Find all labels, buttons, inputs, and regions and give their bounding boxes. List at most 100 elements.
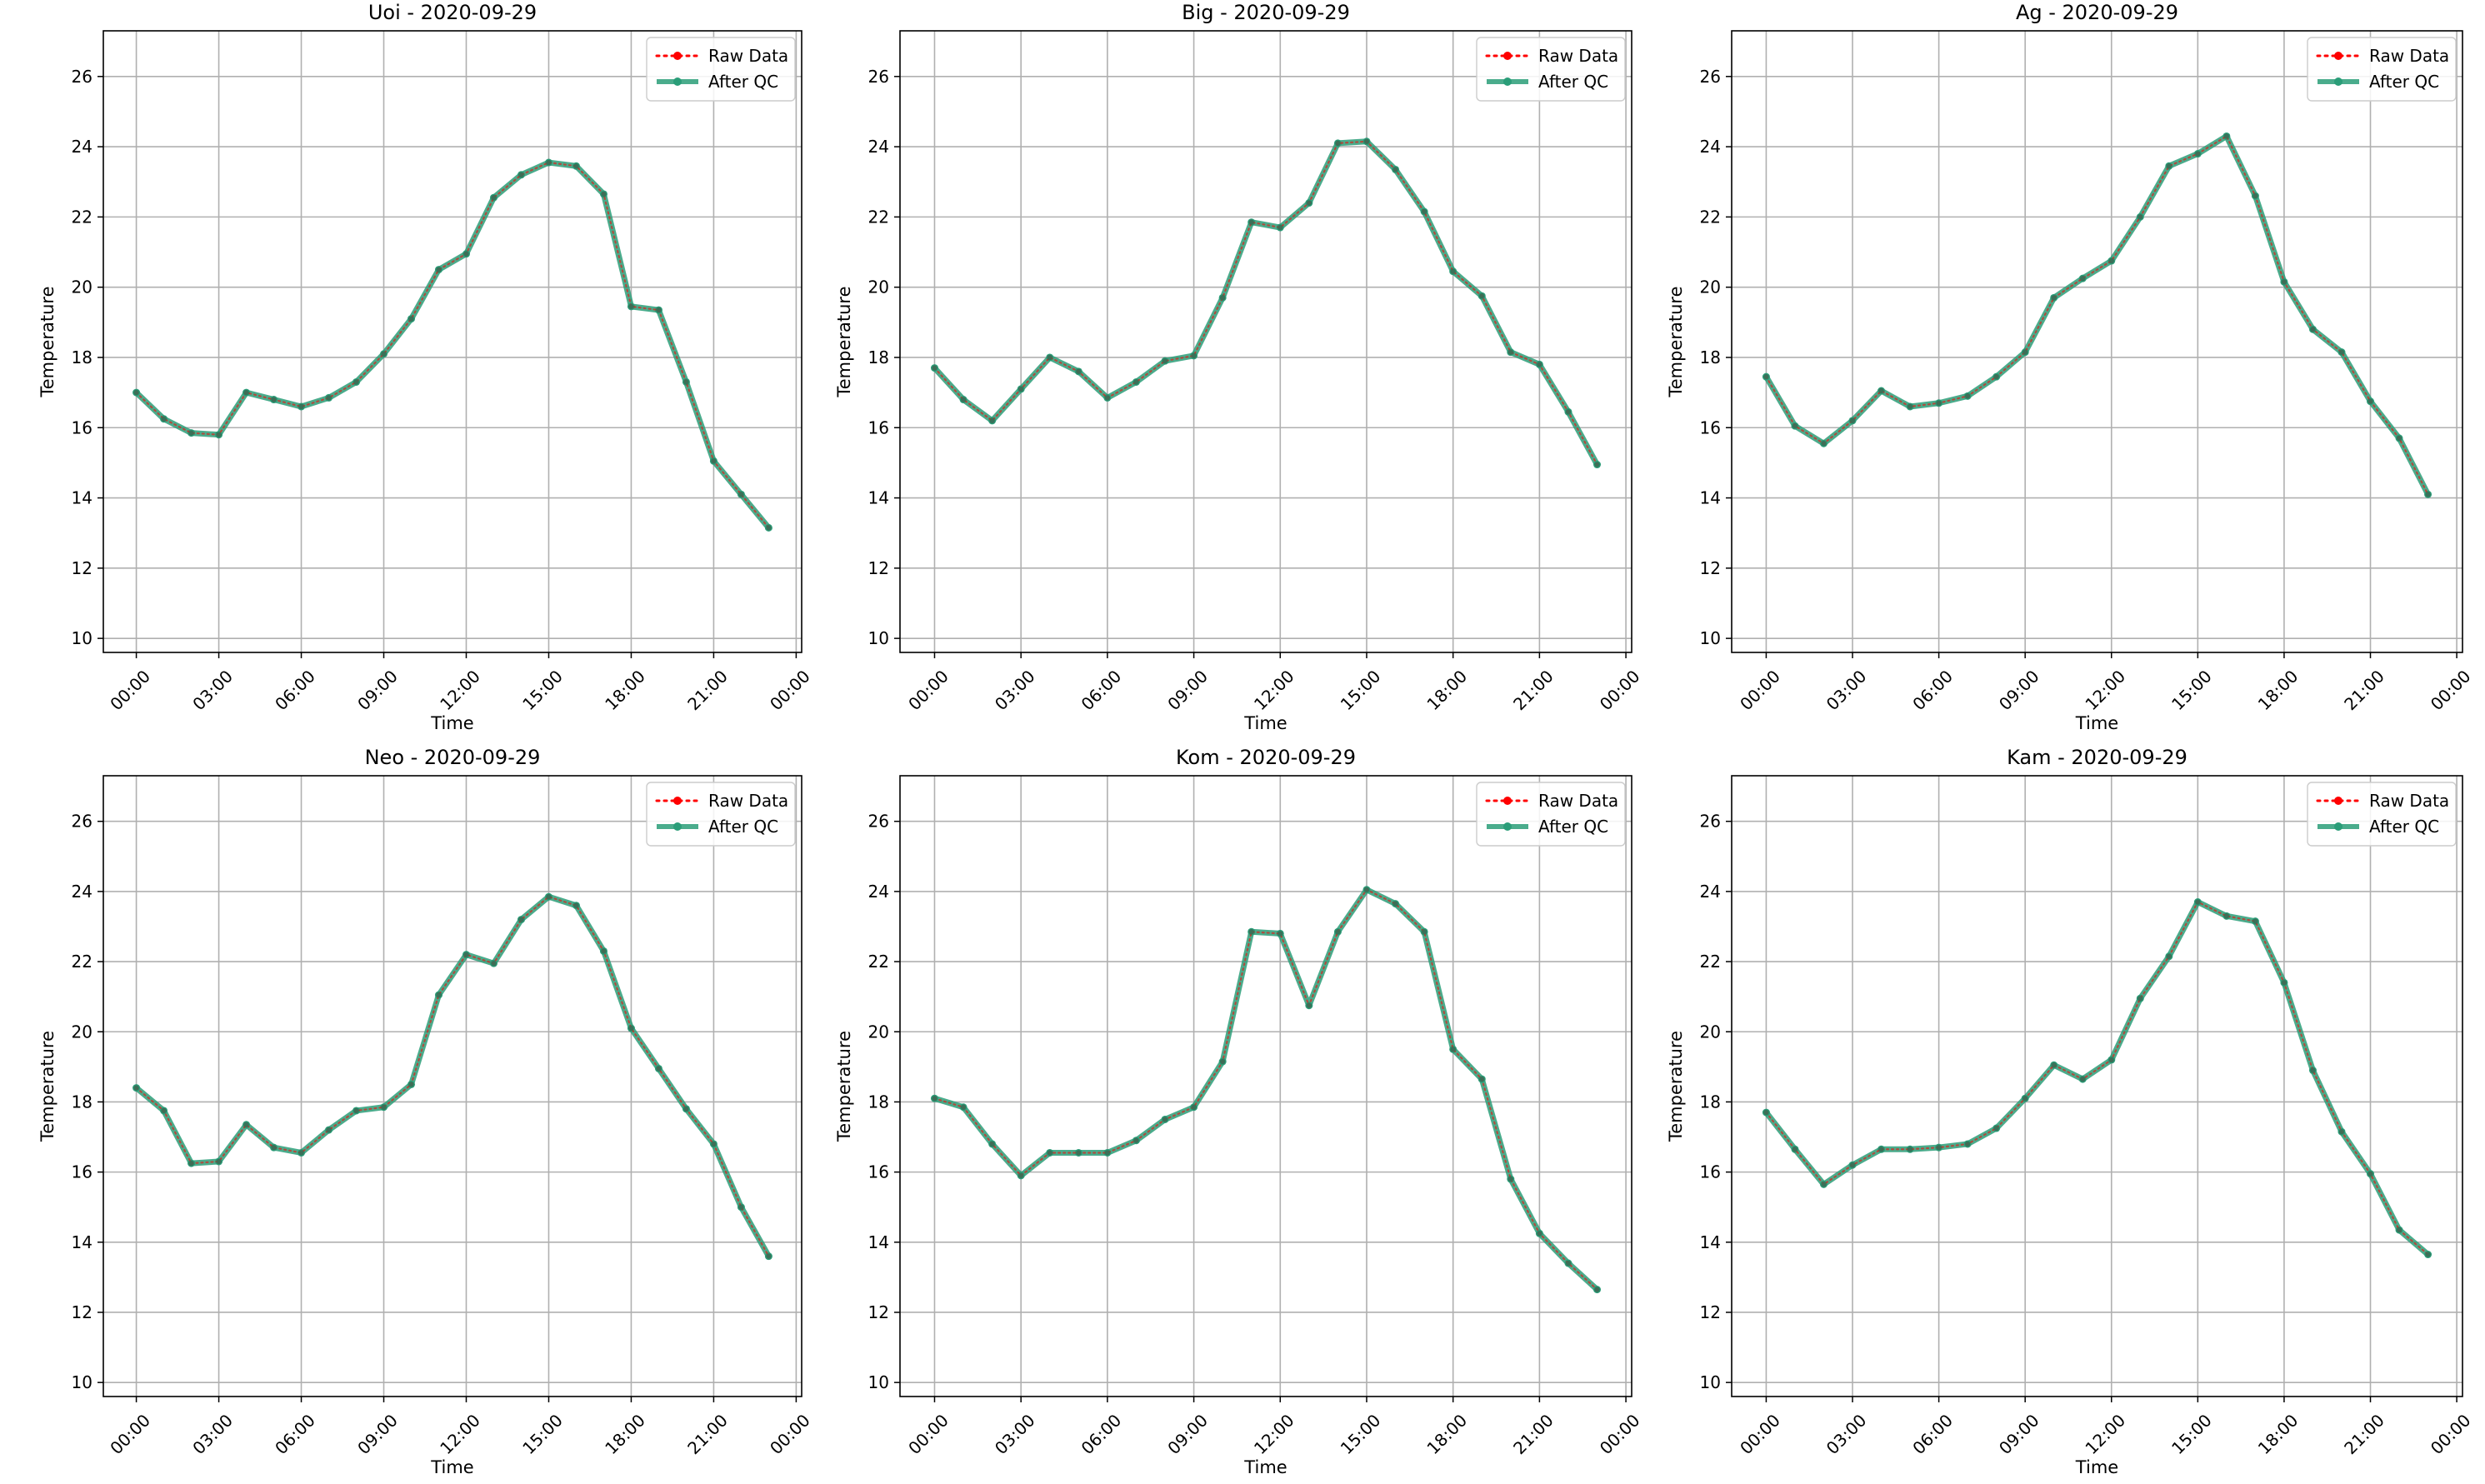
chart-panel: 10 12 14 16 18 20 22 24 26 00:00 03:00 06:00 09:00 12… [1666,746,2475,1477]
point-raw-data [546,159,552,166]
series-line-raw-data [933,888,1598,1291]
legend-label-after-qc: After QC [2369,72,2439,92]
point-raw-data [381,1104,387,1110]
legend-label-raw-data: Raw Data [1538,46,1618,66]
legend-label-after-qc: After QC [1538,72,1608,92]
point-raw-data [1821,1182,1827,1187]
y-tick-label: 26 [72,67,92,87]
x-tick-label: 00:00 [1596,1410,1644,1458]
axes-frame [899,775,1632,1397]
legend-label-raw-data: Raw Data [708,46,788,66]
x-tick-label: 12:00 [1250,1410,1298,1458]
point-raw-data [1878,1147,1884,1152]
x-tick-label: 18:00 [601,666,649,714]
x-tick-label: 06:00 [271,1410,319,1458]
point-raw-data [2223,913,2230,919]
point-raw-data [2338,349,2345,355]
point-raw-data [326,1127,332,1133]
point-raw-data [601,191,607,197]
x-tick-label: 15:00 [1337,1410,1385,1458]
point-raw-data [1964,1141,1971,1147]
x-tick-label: 18:00 [2254,1410,2302,1458]
point-raw-data [738,1204,744,1210]
point-raw-data [2338,1129,2345,1135]
y-tick-label: 18 [1700,347,1721,367]
point-raw-data [1508,1176,1514,1182]
point-raw-data [1763,1109,1769,1116]
series-line-after-qc [1762,899,2432,1258]
point-raw-data [1363,887,1370,892]
x-tick-label: 06:00 [1908,666,1957,714]
point-raw-data [326,395,332,401]
chart-panel: 10 12 14 16 18 20 22 24 26 00:00 03:00 06:00 09:00 12… [38,1,814,733]
point-raw-data [2281,980,2288,986]
series-line-after-qc [1762,132,2432,497]
legend: Raw Data After QC [1476,37,1626,102]
y-tick-label: 26 [1700,67,1721,87]
y-tick-label: 24 [1700,137,1721,157]
legend-label-after-qc: After QC [2369,817,2439,837]
x-tick-label: 00:00 [2427,666,2475,714]
y-tick-label: 26 [868,67,889,87]
point-raw-data [2425,492,2431,497]
x-tick-label: 21:00 [683,1410,732,1458]
y-tick-label: 16 [868,417,889,437]
y-tick-label: 18 [868,347,889,367]
y-tick-label: 12 [1700,1302,1721,1322]
x-tick-label: 00:00 [904,666,952,714]
x-tick-label: 03:00 [188,1410,237,1458]
point-raw-data [436,992,442,998]
point-raw-data [1392,167,1398,172]
point-raw-data [408,316,414,322]
point-raw-data [1993,373,1999,380]
point-raw-data [1219,295,1226,301]
legend: Raw Data After QC [2307,37,2457,102]
point-raw-data [2108,1057,2114,1063]
point-raw-data [1936,1144,1942,1151]
series-line-raw-data [135,895,770,1257]
chart-panel: 10 12 14 16 18 20 22 24 26 00:00 03:00 06:00 09:00 12… [1666,1,2475,733]
x-tick-label: 03:00 [188,666,237,714]
x-tick-label: 21:00 [1509,666,1558,714]
y-axis-label: Temperature [1666,286,1686,397]
y-tick-label: 12 [72,558,92,578]
x-tick-label: 15:00 [2168,1410,2216,1458]
legend-marker-after-qc [2334,77,2342,86]
point-raw-data [2138,214,2143,220]
point-raw-data [133,1085,139,1091]
point-raw-data [1306,200,1312,206]
point-raw-data [2051,1062,2057,1068]
point-raw-data [491,194,497,201]
point-raw-data [353,1107,359,1114]
point-raw-data [1450,268,1456,274]
x-tick-label: 12:00 [436,1410,484,1458]
legend-marker-raw-data [673,52,682,60]
point-raw-data [1133,1137,1139,1143]
legend-box [646,782,796,847]
x-tick-label: 15:00 [518,1410,567,1458]
x-axis-label: Time [430,713,473,733]
y-axis-label: Temperature [38,1031,58,1142]
point-raw-data [656,307,662,313]
y-axis-label: Temperature [38,286,58,397]
legend: Raw Data After QC [2307,782,2457,847]
point-raw-data [463,952,469,957]
y-tick-label: 12 [1700,558,1721,578]
x-tick-label: 09:00 [1995,666,2043,714]
x-tick-label: 12:00 [2081,666,2129,714]
y-tick-label: 14 [72,488,92,508]
point-raw-data [243,389,249,396]
point-raw-data [1104,395,1111,401]
x-tick-label: 15:00 [2168,666,2216,714]
point-raw-data [436,267,442,272]
y-tick-label: 22 [1700,952,1721,972]
axes-frame [102,30,802,653]
point-raw-data [1278,224,1283,231]
y-tick-label: 12 [72,1302,92,1322]
x-tick-label: 18:00 [601,1410,649,1458]
legend-box [1476,782,1626,847]
y-tick-label: 18 [72,1092,92,1112]
legend-box [646,37,796,102]
point-raw-data [628,303,634,310]
